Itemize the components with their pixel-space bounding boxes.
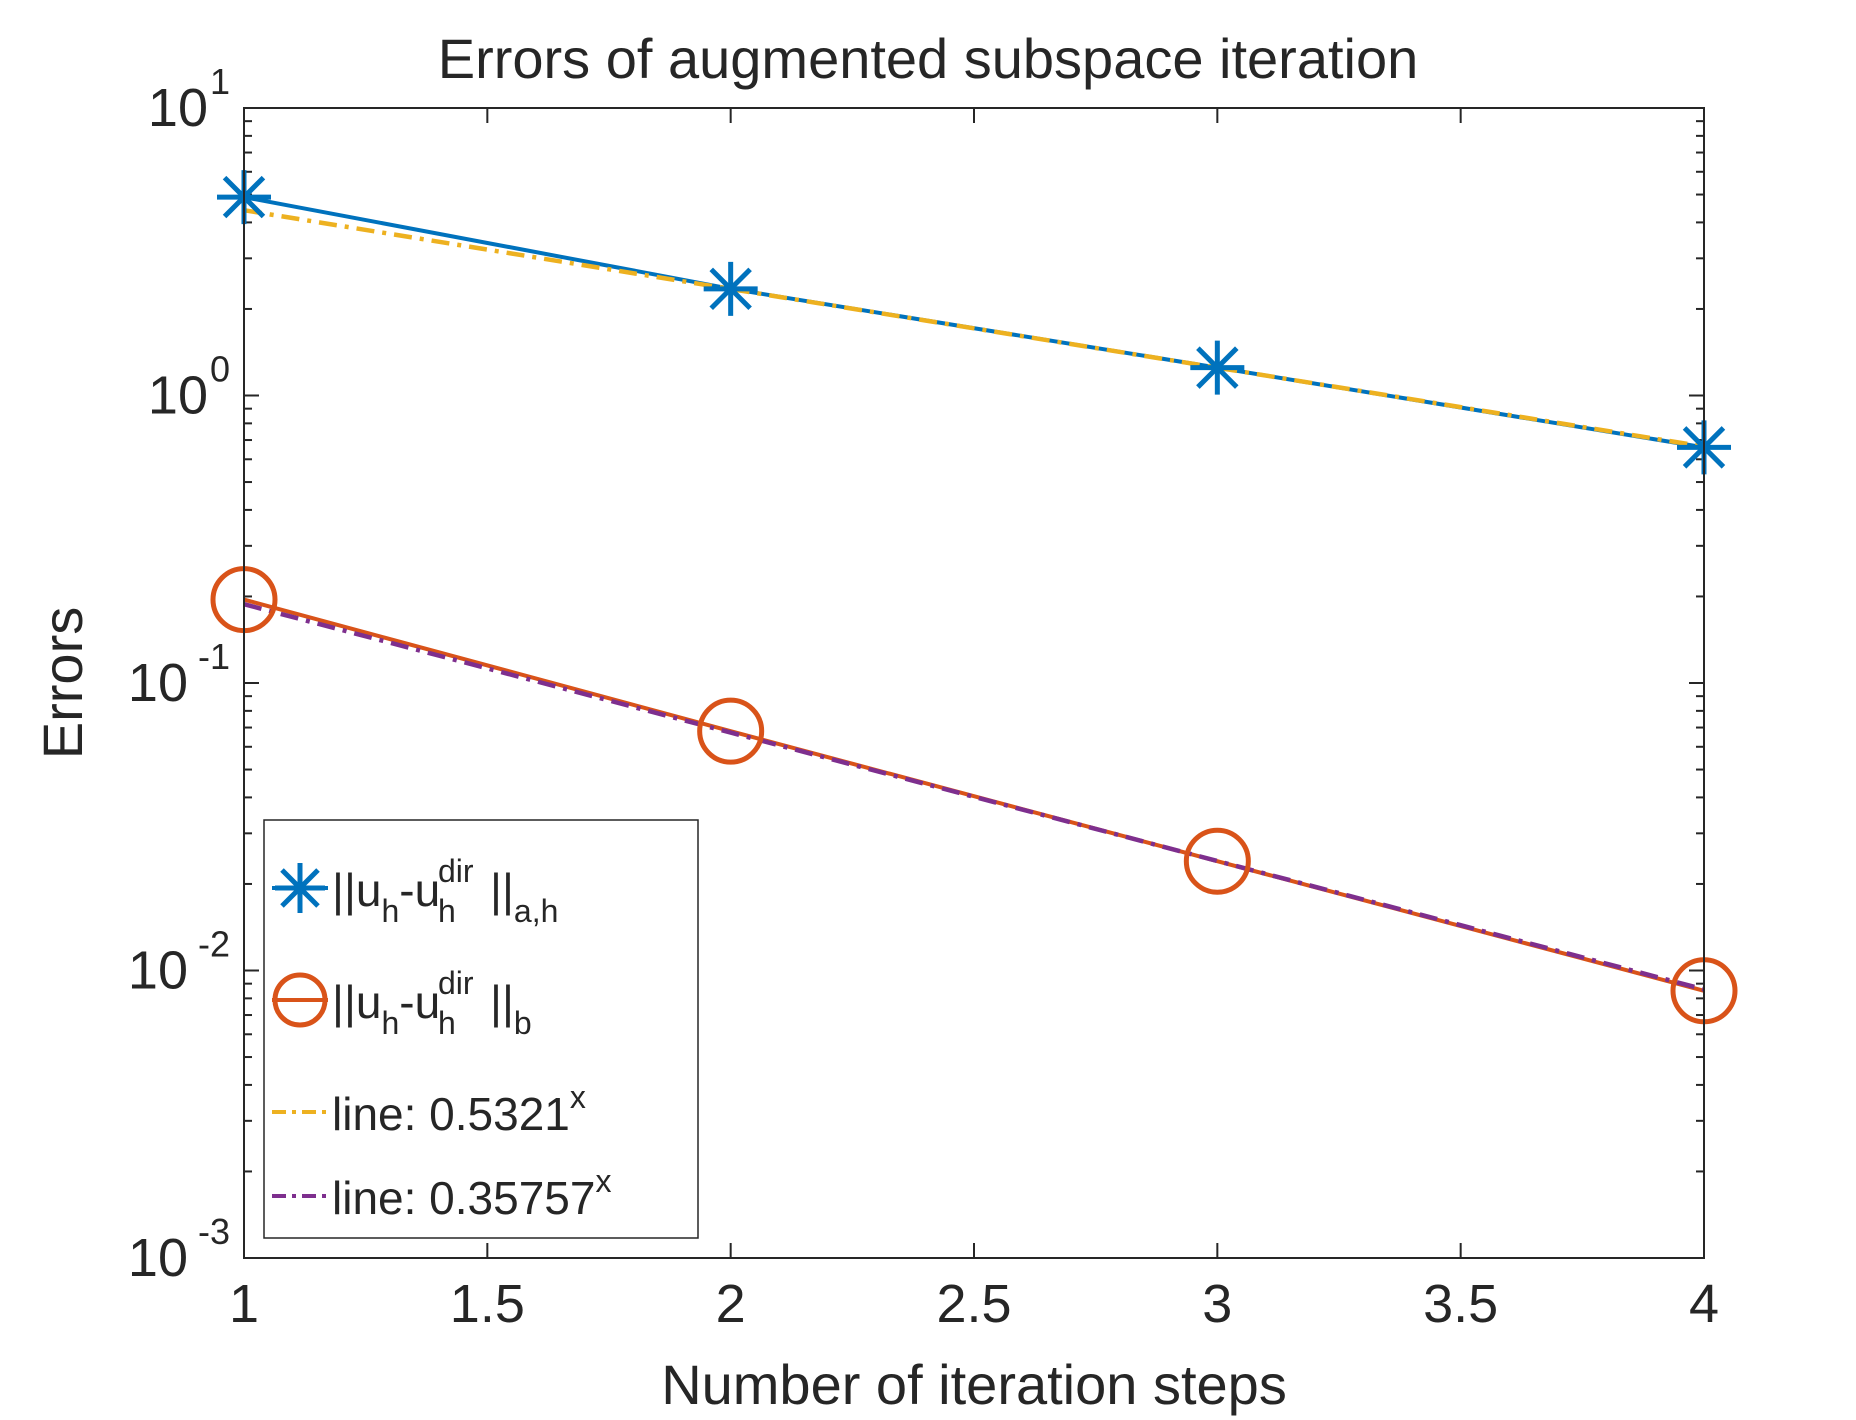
y-tick-exponent: -2 — [198, 924, 230, 965]
axis-ticks — [243, 107, 1705, 1259]
data-point-a_h — [1190, 340, 1245, 395]
y-tick-label: -210 — [128, 924, 230, 1001]
legend-label: ||uh-u — [332, 976, 440, 1041]
x-tick-label: 2.5 — [936, 1274, 1011, 1334]
y-tick-base: 10 — [128, 1228, 188, 1288]
y-tick-label: 010 — [148, 349, 230, 426]
legend-text: -u — [399, 864, 440, 916]
legend-superscript: x — [595, 1163, 611, 1199]
circle-marker — [1183, 827, 1251, 895]
legend-label: line: 0.35757x — [332, 1163, 611, 1224]
x-tick-label: 2 — [716, 1274, 746, 1334]
legend-subscript: h — [381, 893, 399, 929]
plot-frame — [243, 107, 1705, 1259]
y-tick-exponent: -1 — [198, 636, 230, 677]
x-axis-label: Number of iteration steps — [661, 1353, 1287, 1416]
series-line-fit1 — [243, 207, 1705, 449]
legend-text: ||b — [490, 976, 532, 1041]
chart-title: Errors of augmented subspace iteration — [438, 27, 1419, 90]
asterisk-marker-stroke — [280, 868, 320, 908]
legend-entry-fit1: line: 0.5321x — [272, 1079, 586, 1140]
legend-label: ||uh-u — [332, 864, 440, 929]
data-point-a_h — [703, 261, 758, 316]
asterisk-marker-stroke — [1196, 346, 1239, 389]
circle-marker — [697, 697, 765, 765]
legend-text: || — [490, 864, 514, 916]
legend-subscript: h — [438, 893, 456, 929]
legend-text: line: 0.5321 — [332, 1088, 570, 1140]
x-tick-labels: 1 1.5 2 2.5 3 3.5 4 — [229, 1274, 1719, 1334]
y-tick-base: 10 — [148, 78, 208, 138]
legend-subscript: b — [514, 1005, 532, 1041]
legend-text: ||u — [332, 864, 381, 916]
y-axis-label: Errors — [31, 607, 94, 759]
y-tick-exponent: 1 — [210, 61, 230, 102]
data-point-b — [697, 697, 765, 765]
legend-subscript: h — [438, 1005, 456, 1041]
legend-label: line: 0.5321x — [332, 1079, 586, 1140]
legend-text: ||a,h — [490, 864, 558, 929]
y-tick-base: 10 — [148, 366, 208, 426]
legend-box — [263, 819, 699, 1239]
y-tick-exponent: -3 — [198, 1211, 230, 1252]
legend-superscript: x — [570, 1079, 586, 1115]
x-tick-label: 4 — [1689, 1274, 1719, 1334]
legend-superscript: dir — [438, 853, 474, 889]
legend-subscript: a,h — [514, 893, 558, 929]
y-tick-exponent: 0 — [210, 349, 230, 390]
asterisk-marker-stroke — [709, 267, 752, 311]
legend-text: line: 0.35757 — [332, 1172, 595, 1224]
legend-text: -u — [399, 976, 440, 1028]
circle-marker — [272, 972, 328, 1028]
legend-superscript: dir — [438, 965, 474, 1001]
y-tick-label: -310 — [128, 1211, 230, 1288]
x-tick-label: 1 — [229, 1274, 259, 1334]
y-tick-base: 10 — [128, 941, 188, 1001]
x-tick-label: 3 — [1202, 1274, 1232, 1334]
y-tick-label: 110 — [148, 61, 230, 138]
x-tick-label: 1.5 — [450, 1274, 525, 1334]
series-line-fit2 — [243, 602, 1705, 992]
legend-entry-fit2: line: 0.35757x — [272, 1163, 611, 1224]
y-tick-base: 10 — [128, 653, 188, 713]
legend-text: ||u — [332, 976, 381, 1028]
x-tick-label: 3.5 — [1423, 1274, 1498, 1334]
legend-subscript: h — [381, 1005, 399, 1041]
y-tick-label: -110 — [128, 636, 230, 713]
series-lines — [243, 195, 1705, 993]
data-point-b — [1183, 827, 1251, 895]
legend-text: || — [490, 976, 514, 1028]
